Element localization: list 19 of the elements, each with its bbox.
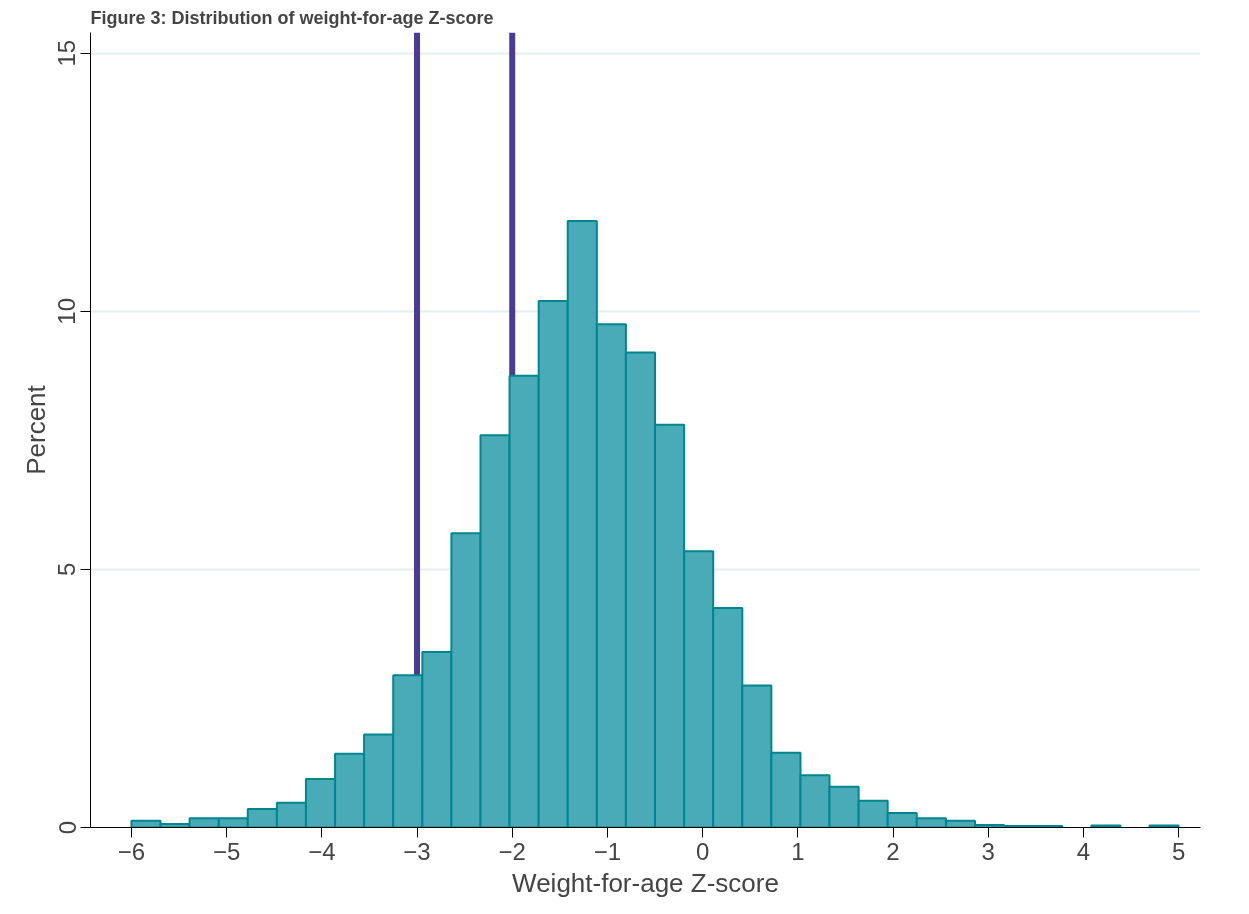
x-tick-label: −6 [117, 837, 146, 865]
x-tick-label: −1 [593, 837, 622, 865]
y-tick-label: 0 [53, 820, 81, 835]
x-tick-label: 2 [886, 837, 900, 865]
x-tick-label: 3 [981, 837, 995, 865]
y-tick-label: 15 [53, 39, 81, 67]
y-tick-label: 5 [53, 562, 81, 577]
chart-title: Figure 3: Distribution of weight-for-age Z-score [90, 7, 494, 28]
x-tick-label: −4 [308, 837, 336, 865]
x-tick-label: 1 [791, 837, 805, 865]
x-tick-label: 0 [695, 837, 710, 865]
y-tick-label: 10 [53, 297, 81, 325]
x-tick-label: −5 [212, 837, 241, 865]
x-tick-label: −3 [403, 837, 431, 865]
x-tick-label: −2 [498, 837, 526, 865]
y-axis-title: Percent [20, 384, 51, 475]
x-tick-label: 4 [1076, 837, 1091, 865]
x-tick-label: 5 [1171, 837, 1186, 865]
x-axis-title: Weight-for-age Z-score [512, 867, 779, 898]
